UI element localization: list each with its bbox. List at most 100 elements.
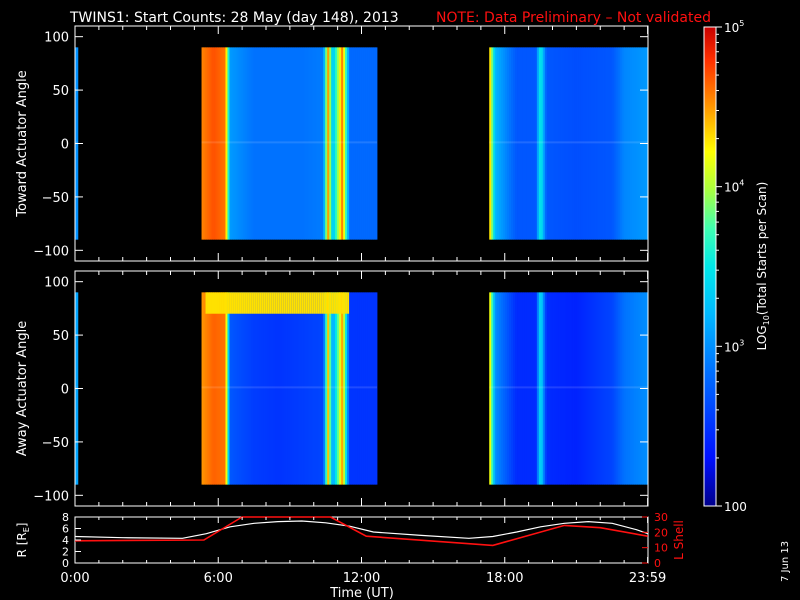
heatmap-cell xyxy=(339,47,342,240)
heatmap-band-cell xyxy=(341,292,344,314)
heatmap-cell xyxy=(247,47,250,240)
heatmap-cell xyxy=(205,47,208,240)
heatmap-cell xyxy=(237,47,240,240)
heatmap-cell xyxy=(215,47,218,240)
heatmap-cell xyxy=(253,47,256,240)
heatmap-band-cell xyxy=(277,292,280,314)
y-tick-label: −100 xyxy=(33,244,69,259)
heatmap-cell xyxy=(511,47,514,240)
heatmap-cell xyxy=(560,292,564,485)
heatmap-cell xyxy=(221,292,224,485)
heatmap-band-cell xyxy=(299,292,302,314)
x-tick-label: 23:59 xyxy=(629,571,666,586)
heatmap-cell xyxy=(528,292,532,485)
heatmap-cell xyxy=(251,292,254,485)
heatmap-cell xyxy=(564,292,568,485)
heatmap-cell xyxy=(351,292,354,485)
heatmap-cell xyxy=(269,47,272,240)
heatmap-cell xyxy=(231,292,234,485)
heatmap-cell xyxy=(596,47,599,240)
heatmap-cell xyxy=(588,47,591,240)
heatmap-cell xyxy=(345,292,348,485)
colorbar-tick-base: 10 xyxy=(724,21,739,35)
heatmap-band-cell xyxy=(233,292,236,314)
zero-angle-stripe xyxy=(489,386,648,389)
heatmap-cell xyxy=(542,47,546,240)
heatmap-cell xyxy=(576,292,579,485)
heatmap-band-cell xyxy=(207,292,210,314)
heatmap-cell xyxy=(517,47,520,240)
heatmap-cell xyxy=(614,47,617,240)
heatmap-cell xyxy=(519,292,522,485)
heatmap-cell xyxy=(630,47,633,240)
heatmap-cell xyxy=(311,47,314,240)
heatmap-cell xyxy=(622,47,625,240)
heatmap-cell xyxy=(301,292,304,485)
heatmap-band-cell xyxy=(237,292,240,314)
heatmap-cell xyxy=(493,292,496,485)
heatmap-cell xyxy=(548,292,552,485)
orbit-lines xyxy=(74,516,649,547)
heatmap-cell xyxy=(626,47,629,240)
heatmap-cell xyxy=(295,47,298,240)
heatmap-band-cell xyxy=(215,292,218,314)
heatmap-cell xyxy=(297,292,300,485)
heatmap-cell xyxy=(283,292,286,485)
heatmap-band-cell xyxy=(333,292,336,314)
heatmap-cell xyxy=(333,47,336,240)
heatmap-cell xyxy=(325,47,328,240)
heatmap-cell xyxy=(373,47,376,240)
heatmap-band-cell xyxy=(279,292,282,314)
heatmap-cell xyxy=(558,292,562,485)
heatmap-cell xyxy=(357,292,360,485)
heatmap-cell xyxy=(628,47,631,240)
heatmap-cell xyxy=(594,47,597,240)
heatmap-cell xyxy=(307,47,310,240)
heatmap-cell xyxy=(217,292,220,485)
zero-angle-stripe xyxy=(75,386,78,389)
heatmap-band-cell xyxy=(337,292,340,314)
heatmap-cell xyxy=(511,292,514,485)
colorbar-label: LOG10(Total Starts per Scan) xyxy=(755,182,771,351)
heatmap-cell xyxy=(281,47,284,240)
heatmap-band-cell xyxy=(273,292,276,314)
heatmap-cell xyxy=(602,47,605,240)
chart-title: TWINS1: Start Counts: 28 May (day 148), … xyxy=(69,10,399,26)
heatmap-cell xyxy=(355,292,358,485)
heatmap-cell xyxy=(530,47,534,240)
heatmap-cell xyxy=(548,47,552,240)
heatmap-cell xyxy=(331,292,334,485)
heatmap-cell xyxy=(540,292,544,485)
heatmap-cell xyxy=(329,292,332,485)
heatmap-cell xyxy=(285,47,288,240)
heatmap-cell xyxy=(497,292,500,485)
heatmap-cell xyxy=(291,292,294,485)
heatmap-cell xyxy=(285,292,288,485)
heatmap-cell xyxy=(538,47,542,240)
heatmap-cell xyxy=(273,292,276,485)
heatmap-cell xyxy=(335,47,338,240)
heatmap-cell xyxy=(628,292,631,485)
heatmap-cell xyxy=(552,292,556,485)
heatmap-cell xyxy=(333,292,336,485)
toward-angle-heatmap xyxy=(75,47,649,240)
y-tick-label: 0 xyxy=(61,138,69,153)
heatmap-cell xyxy=(229,47,232,240)
heatmap-band-cell xyxy=(313,292,316,314)
heatmap-cell xyxy=(369,292,372,485)
heatmap-cell xyxy=(590,292,593,485)
heatmap-band-cell xyxy=(239,292,242,314)
heatmap-cell xyxy=(315,292,318,485)
heatmap-cell xyxy=(219,292,222,485)
heatmap-cell xyxy=(287,47,290,240)
heatmap-cell xyxy=(604,47,607,240)
right-y-tick-label: 30 xyxy=(654,511,668,524)
right-y-tick-label: 20 xyxy=(654,526,668,539)
heatmap-cell xyxy=(489,47,492,240)
heatmap-cell xyxy=(491,292,494,485)
heatmap-cell xyxy=(598,47,601,240)
heatmap-cell xyxy=(505,47,508,240)
heatmap-band-cell xyxy=(323,292,326,314)
